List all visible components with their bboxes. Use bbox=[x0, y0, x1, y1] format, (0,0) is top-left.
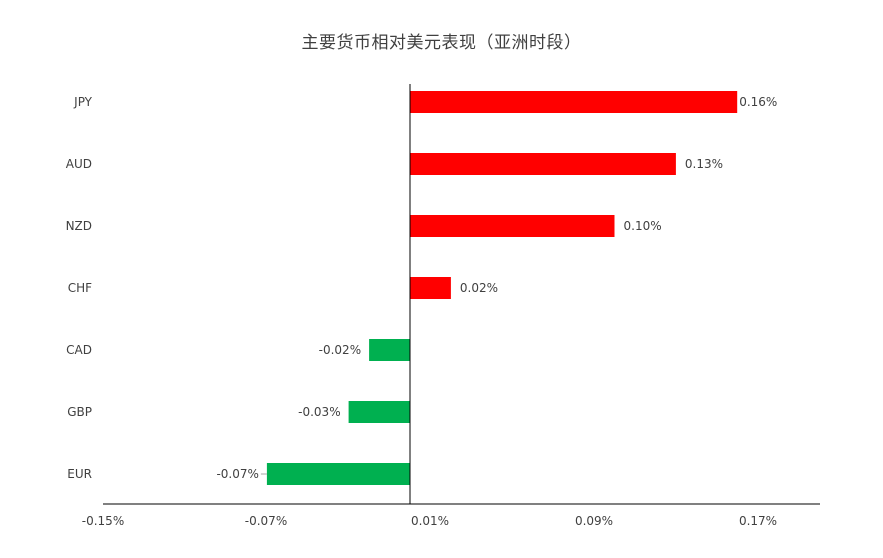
labels-layer: JPY 0.16% AUD 0.13% NZD 0.10% CHF 0.02% CAD -0.02… bbox=[66, 95, 778, 481]
bar-aud bbox=[410, 153, 676, 175]
axes-layer: -0.15% -0.07% 0.01% 0.09% 0.17% bbox=[82, 84, 820, 528]
bar-jpy bbox=[410, 91, 738, 113]
bar-eur bbox=[266, 463, 410, 485]
category-label-cad: CAD bbox=[66, 343, 92, 357]
data-label-cad: -0.02% bbox=[319, 343, 361, 357]
category-label-gbp: GBP bbox=[67, 405, 92, 419]
data-label-chf: 0.02% bbox=[460, 281, 498, 295]
data-label-jpy: 0.16% bbox=[739, 95, 777, 109]
data-label-eur: -0.07% bbox=[216, 467, 258, 481]
data-label-nzd: 0.10% bbox=[624, 219, 662, 233]
data-label-gbp: -0.03% bbox=[298, 405, 340, 419]
x-tick-label-4: 0.17% bbox=[739, 514, 777, 528]
x-tick-label-2: 0.01% bbox=[411, 514, 449, 528]
bar-nzd bbox=[410, 215, 615, 237]
bar-cad bbox=[369, 339, 410, 361]
category-label-nzd: NZD bbox=[66, 219, 92, 233]
category-label-aud: AUD bbox=[66, 157, 92, 171]
x-tick-label-3: 0.09% bbox=[575, 514, 613, 528]
x-tick-label-0: -0.15% bbox=[82, 514, 124, 528]
category-label-eur: EUR bbox=[67, 467, 92, 481]
chart-title: 主要货币相对美元表现（亚洲时段） bbox=[301, 33, 582, 53]
x-tick-label-1: -0.07% bbox=[245, 514, 287, 528]
bar-gbp bbox=[348, 401, 410, 423]
category-label-jpy: JPY bbox=[73, 95, 93, 109]
bars-layer bbox=[266, 91, 738, 485]
category-label-chf: CHF bbox=[68, 281, 92, 295]
data-label-aud: 0.13% bbox=[685, 157, 723, 171]
bar-chf bbox=[410, 277, 451, 299]
